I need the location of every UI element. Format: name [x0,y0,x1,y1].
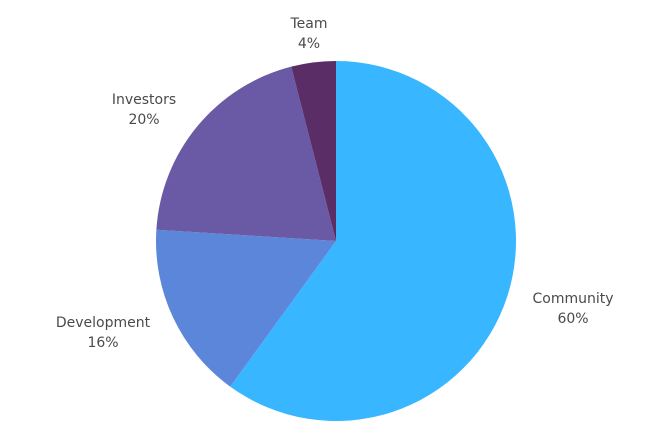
pie-percent-team: 4% [298,36,320,52]
pie-slice-investors [156,66,336,241]
pie-label-development: Development [56,315,151,331]
pie-slice-team [291,61,336,241]
pie-percent-development: 16% [87,335,118,351]
pie-labels: Community 60% Development 16% Investors 20% Te… [56,16,614,351]
pie-label-team: Team [289,16,327,32]
pie-label-investors: Investors [112,92,176,108]
pie-label-community: Community [532,291,613,307]
pie-slice-community [230,61,517,421]
pie-percent-investors: 20% [128,112,159,128]
pie-slices [156,61,517,421]
pie-slice-development [156,229,336,387]
pie-percent-community: 60% [557,311,588,327]
